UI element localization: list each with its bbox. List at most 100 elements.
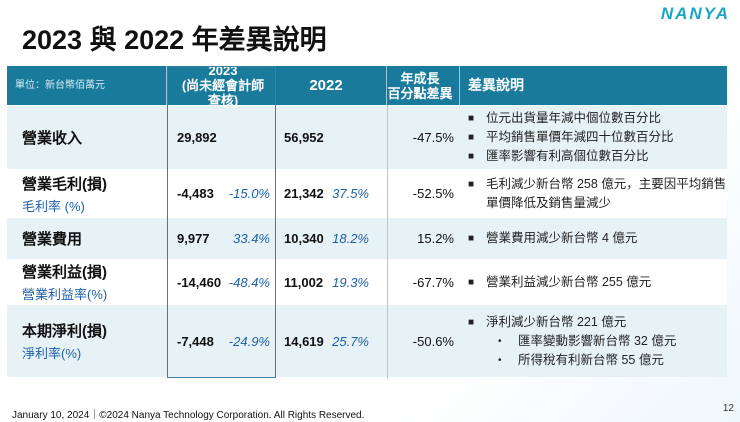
note-text: 毛利減少新台幣 258 億元，主要因平均銷售單價降低及銷售量減少: [486, 176, 727, 210]
value-2023: 9,977: [177, 231, 210, 246]
table-row: 營業毛利(損) 毛利率 (%) -4,483 -15.0% 21,342 37.5% …: [7, 169, 727, 217]
cell-explain: ■ 位元出貨量年減中個位數百分比 ■ 平均銷售單價年減四十位數百分比 ■ 匯率影響有利高個…: [460, 106, 727, 169]
note-item: ■ 平均銷售單價年減四十位數百分比: [468, 128, 674, 147]
cell-growth: -52.5%: [387, 170, 460, 217]
square-bullet-icon: ■: [468, 132, 475, 143]
pct-2023: -15.0%: [228, 186, 270, 201]
comparison-table: 單位：新台幣佰萬元 2023 (尚未經會計師查核) 2022 年成長 百分點差異 差…: [7, 63, 727, 377]
row-label: 營業利益(損): [22, 264, 107, 281]
row-label-cell: 營業費用: [7, 218, 167, 259]
header-explain: 差異說明: [468, 77, 524, 93]
value-2023: 29,892: [177, 130, 217, 145]
nanya-logo: NANYA: [660, 4, 730, 23]
note-item: ■ 營業費用減少新台幣 4 億元: [468, 229, 637, 248]
row-label: 營業毛利(損): [22, 175, 107, 193]
pct-2022: 25.7%: [332, 333, 369, 349]
subnote-text: 所得稅有利新台幣 55 億元: [518, 352, 664, 367]
note-item: ■ 淨利減少新台幣 221 億元: [468, 313, 626, 332]
row-label-cell: 營業毛利(損) 毛利率 (%): [7, 170, 167, 217]
divider: [387, 105, 388, 378]
subnote-item: • 所得稅有利新台幣 55 億元: [468, 351, 664, 370]
table-row: 本期淨利(損) 淨利率(%) -7,448 -24.9% 14,619 25.7% -…: [7, 304, 727, 377]
cell-explain: ■ 毛利減少新台幣 258 億元，主要因平均銷售單價降低及銷售量減少: [460, 170, 727, 217]
growth-line1: 年成長: [400, 70, 440, 86]
note-text: 位元出貨量年減中個位數百分比: [486, 111, 662, 125]
value-2022: 11,002: [284, 274, 324, 290]
value-2023: -14,460: [177, 274, 222, 290]
note-text: 營業利益減少新台幣 255 億元: [486, 274, 652, 289]
row-sublabel: 營業利益率(%): [22, 287, 108, 302]
cell-2022: 11,002 19.3%: [276, 260, 387, 304]
cell-growth: -47.5%: [387, 106, 460, 169]
row-label-cell: 營業利益(損) 營業利益率(%): [7, 260, 167, 304]
row-label: 營業收入: [22, 130, 83, 147]
square-bullet-icon: ■: [468, 316, 475, 328]
row-label: 營業費用: [22, 231, 83, 248]
note-item: ■ 營業利益減少新台幣 255 億元: [468, 273, 651, 292]
dot-bullet-icon: •: [498, 335, 502, 347]
pct-2023: -48.4%: [228, 274, 270, 290]
cell-2023: -14,460 -48.4%: [167, 260, 276, 304]
value-2022: 56,952: [284, 130, 324, 145]
row-label-cell: 本期淨利(損) 淨利率(%): [7, 305, 167, 377]
note-item: ■ 位元出貨量年減中個位數百分比: [468, 109, 661, 128]
subnote-text: 匯率變動影響新台幣 32 億元: [518, 333, 677, 348]
square-bullet-icon: ■: [468, 151, 475, 162]
cell-2022: 21,342 37.5%: [276, 170, 387, 217]
value-2022: 14,619: [284, 333, 324, 349]
table-row: 營業利益(損) 營業利益率(%) -14,460 -48.4% 11,002 19.3…: [7, 259, 727, 304]
note-text: 匯率影響有利高個位數百分比: [486, 149, 649, 163]
square-bullet-icon: ■: [468, 276, 475, 288]
growth-value: -50.6%: [412, 333, 454, 349]
note-text: 營業費用減少新台幣 4 億元: [486, 231, 638, 245]
pct-2022: 37.5%: [332, 186, 369, 201]
page-number: 12: [722, 403, 734, 414]
note-item: ■ 匯率影響有利高個位數百分比: [468, 147, 649, 166]
table-row: 營業收入 29,892 56,952 -47.5% ■ 位元出貨量年減中個位數百分…: [7, 105, 727, 169]
cell-2023: 29,892: [167, 106, 276, 169]
growth-value: -67.7%: [412, 274, 454, 290]
cell-explain: ■ 營業利益減少新台幣 255 億元: [460, 260, 727, 304]
subnote-item: • 匯率變動影響新台幣 32 億元: [468, 332, 676, 351]
row-label-cell: 營業收入: [7, 106, 167, 169]
note-text: 平均銷售單價年減四十位數百分比: [486, 130, 674, 144]
square-bullet-icon: ■: [468, 178, 475, 190]
growth-value: -52.5%: [412, 186, 454, 201]
growth-line2: 百分點差異: [387, 85, 453, 101]
page-title: 2023 與 2022 年差異說明: [22, 25, 327, 55]
table-header: 單位：新台幣佰萬元 2023 (尚未經會計師查核) 2022 年成長 百分點差異 差…: [7, 63, 727, 108]
cell-growth: -67.7%: [387, 260, 460, 304]
table-row: 營業費用 9,977 33.4% 10,340 18.2% 15.2% ■ 營業費用減…: [7, 217, 727, 259]
header-growth: 年成長 百分點差異: [387, 66, 460, 105]
cell-2022: 14,619 25.7%: [276, 305, 387, 377]
row-label: 本期淨利(損): [22, 323, 107, 340]
cell-growth: 15.2%: [387, 218, 460, 259]
cell-2023: -7,448 -24.9%: [167, 305, 276, 377]
cell-2023: 9,977 33.4%: [167, 218, 276, 259]
dot-bullet-icon: •: [498, 354, 502, 366]
cell-2022: 10,340 18.2%: [276, 218, 387, 259]
row-sublabel: 毛利率 (%): [22, 198, 85, 214]
unaudited-note: (尚未經會計師查核): [181, 78, 265, 108]
value-2023: -4,483: [177, 186, 214, 201]
cell-growth: -50.6%: [387, 305, 460, 377]
cell-explain: ■ 營業費用減少新台幣 4 億元: [460, 218, 727, 259]
pct-2023: 33.4%: [233, 231, 270, 246]
header-2022: 2022: [276, 66, 387, 105]
footer: January 10, 2024｜©2024 Nanya Technology …: [12, 410, 365, 421]
year-2023: 2023: [208, 63, 238, 78]
unit-label: 單位：新台幣佰萬元: [7, 66, 167, 105]
square-bullet-icon: ■: [468, 233, 475, 244]
pct-2023: -24.9%: [228, 333, 270, 349]
header-2023: 2023 (尚未經會計師查核): [167, 63, 276, 108]
value-2022: 21,342: [284, 186, 324, 201]
growth-value: -47.5%: [412, 130, 454, 145]
row-sublabel: 淨利率(%): [22, 346, 82, 361]
square-bullet-icon: ■: [468, 113, 475, 124]
cell-2023: -4,483 -15.0%: [167, 170, 276, 217]
note-text: 淨利減少新台幣 221 億元: [486, 314, 627, 329]
pct-2022: 18.2%: [332, 231, 369, 246]
growth-value: 15.2%: [417, 231, 454, 246]
value-2022: 10,340: [284, 231, 324, 246]
cell-2022: 56,952: [276, 106, 387, 169]
